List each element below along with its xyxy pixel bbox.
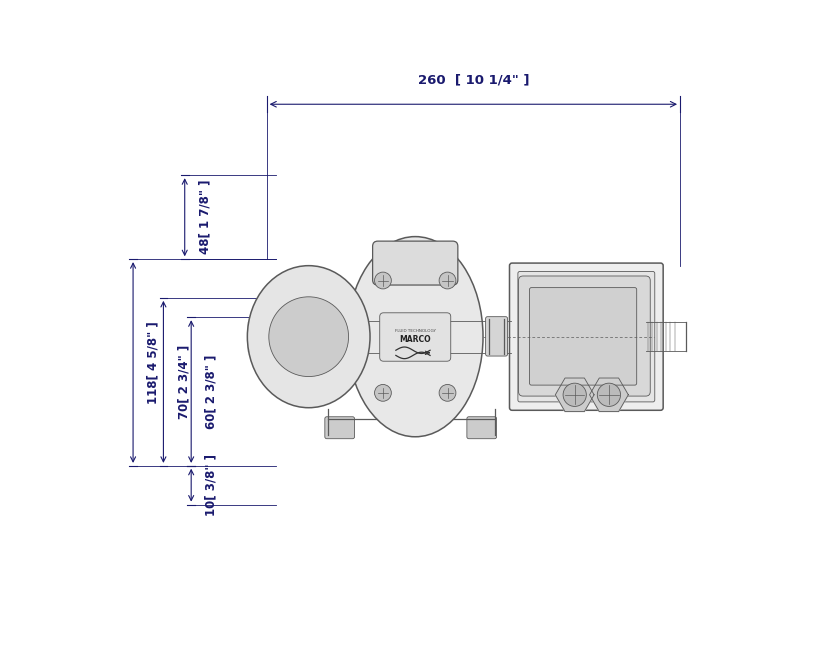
FancyBboxPatch shape bbox=[467, 417, 497, 439]
Circle shape bbox=[439, 385, 456, 402]
Text: 10[ 3/8" ]: 10[ 3/8" ] bbox=[204, 454, 218, 516]
Polygon shape bbox=[589, 378, 628, 411]
FancyBboxPatch shape bbox=[509, 263, 663, 410]
FancyBboxPatch shape bbox=[283, 283, 330, 390]
Circle shape bbox=[375, 272, 391, 289]
FancyBboxPatch shape bbox=[485, 317, 508, 356]
Ellipse shape bbox=[348, 237, 483, 437]
Text: 60[ 2 3/8" ]: 60[ 2 3/8" ] bbox=[204, 354, 218, 429]
Circle shape bbox=[563, 383, 587, 406]
Text: 48[ 1 7/8" ]: 48[ 1 7/8" ] bbox=[199, 180, 211, 254]
Ellipse shape bbox=[247, 266, 370, 407]
Text: 118[ 4 5/8" ]: 118[ 4 5/8" ] bbox=[147, 321, 160, 404]
FancyBboxPatch shape bbox=[518, 276, 650, 396]
FancyBboxPatch shape bbox=[372, 241, 458, 285]
Text: FLUID TECHNOLOGY: FLUID TECHNOLOGY bbox=[395, 329, 436, 333]
FancyBboxPatch shape bbox=[325, 417, 354, 439]
FancyBboxPatch shape bbox=[518, 271, 655, 402]
Text: MARCO: MARCO bbox=[400, 336, 431, 345]
Circle shape bbox=[269, 297, 349, 377]
Text: 260  [ 10 1/4" ]: 260 [ 10 1/4" ] bbox=[418, 73, 529, 86]
Text: 70[ 2 3/4" ]: 70[ 2 3/4" ] bbox=[177, 345, 190, 419]
Circle shape bbox=[597, 383, 620, 406]
FancyBboxPatch shape bbox=[380, 313, 451, 361]
Circle shape bbox=[439, 272, 456, 289]
FancyBboxPatch shape bbox=[530, 288, 637, 385]
Polygon shape bbox=[555, 378, 594, 411]
Circle shape bbox=[375, 385, 391, 402]
